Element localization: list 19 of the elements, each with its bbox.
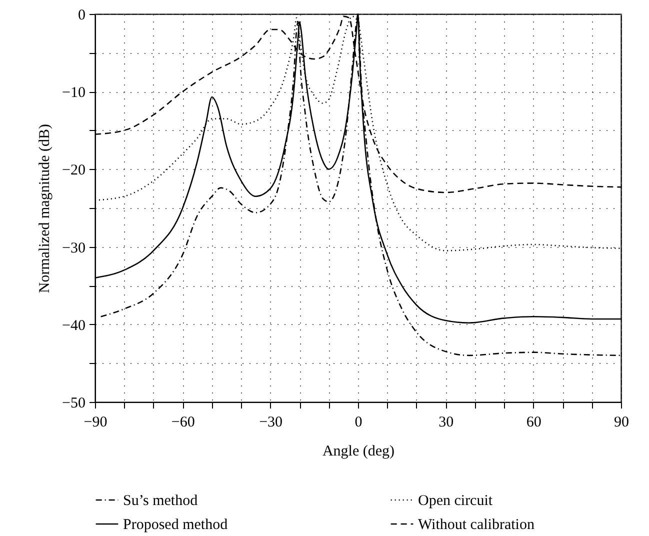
y-tick-label: −20 bbox=[62, 162, 86, 179]
legend-label: Open circuit bbox=[418, 493, 494, 509]
x-tick-label: 0 bbox=[354, 414, 362, 430]
y-tick-label: −10 bbox=[62, 85, 86, 102]
y-tick-label: −40 bbox=[62, 318, 86, 334]
x-tick-label: 60 bbox=[526, 414, 542, 430]
x-tick-label: 30 bbox=[438, 414, 454, 430]
x-tick-label: −90 bbox=[84, 414, 108, 430]
y-axis-title: Normalized magnitude (dB) bbox=[37, 124, 54, 294]
x-axis-title: Angle (deg) bbox=[322, 444, 395, 460]
x-tick-label: −30 bbox=[259, 414, 283, 430]
legend-label: Without calibration bbox=[418, 517, 535, 533]
y-tick-label: 0 bbox=[78, 8, 86, 24]
legend-label: Proposed method bbox=[123, 517, 228, 533]
y-tick-label: −50 bbox=[62, 396, 86, 412]
legend-label: Su’s method bbox=[123, 493, 198, 509]
x-tick-label: 90 bbox=[614, 414, 629, 430]
y-tick-label: −30 bbox=[62, 240, 86, 256]
x-tick-label: −60 bbox=[171, 414, 195, 430]
